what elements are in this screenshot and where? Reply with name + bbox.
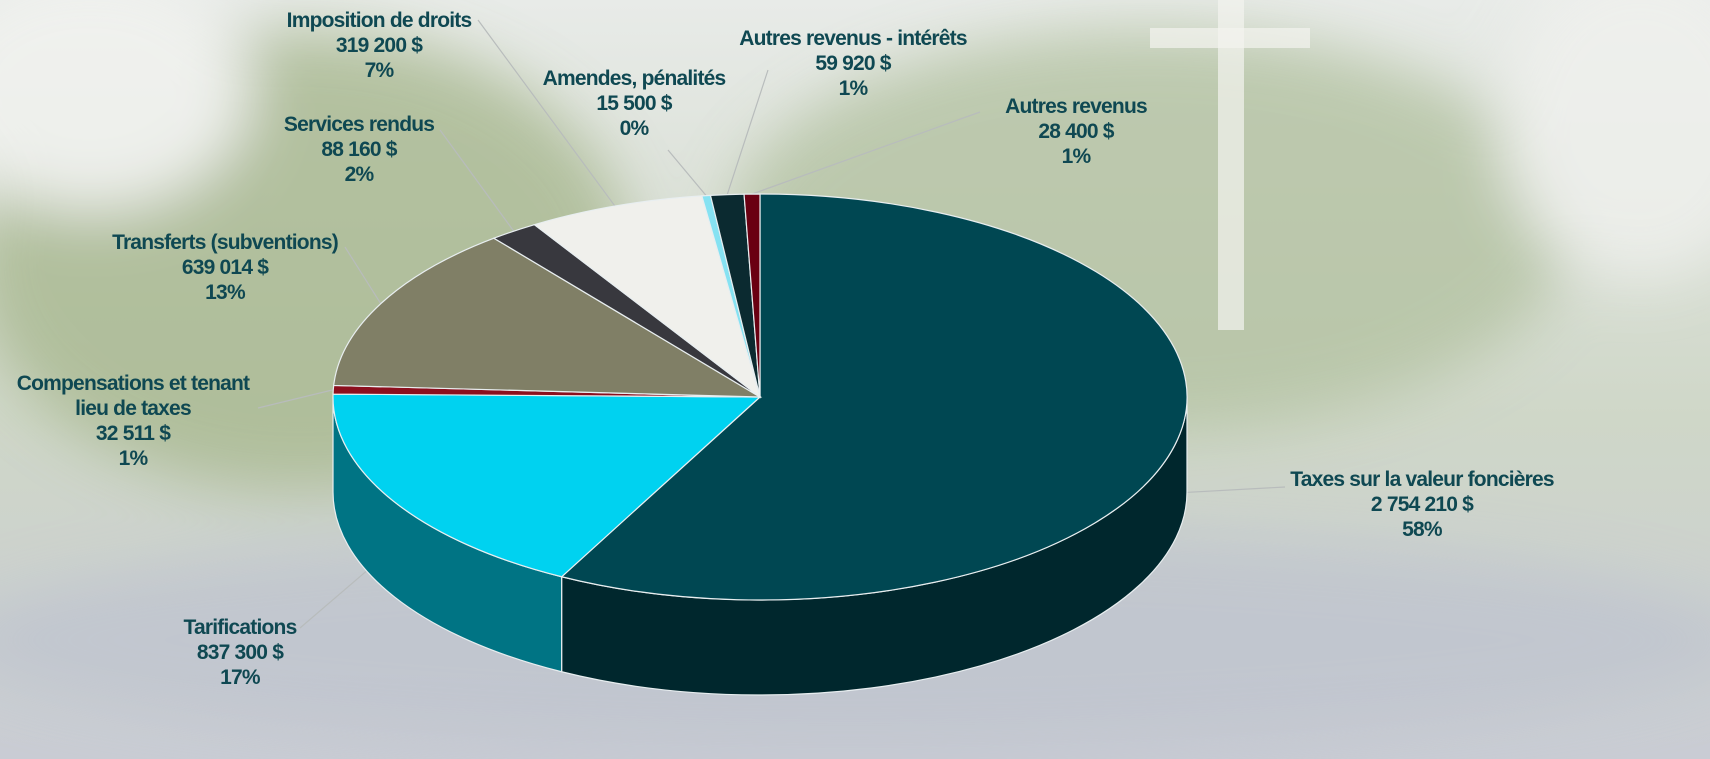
slice [333,237,763,398]
slice-name: Taxes sur la valeur foncières [1290,468,1554,491]
slice-name: Transferts (subventions) [112,231,339,254]
leader-line [344,246,382,305]
slice-percent: 13% [205,281,245,304]
slice-value: 28 400 $ [1038,120,1114,143]
leader-line [751,111,981,195]
slice-name: Autres revenus [1005,95,1148,118]
leader-line [726,69,769,195]
slice-value: 319 200 $ [335,34,423,57]
slice-label: Compensations et tenant lieu de taxes 32 … [0,371,268,471]
slice [533,195,762,399]
slice-label: Imposition de droits 319 200 $7% [287,8,472,83]
pie-tops [332,193,1188,601]
slice [743,193,761,398]
slice-percent: 2% [344,163,375,186]
slice-percent: 0% [619,117,650,140]
slice-value: 639 014 $ [181,256,269,279]
slice-name: Compensations et tenant lieu de taxes [16,372,250,420]
slice-value: 837 300 $ [196,641,284,664]
leader-line [439,129,515,232]
slice-value: 2 754 210 $ [1370,493,1474,516]
slice-label: Amendes, pénalités 15 500 $0% [542,66,727,141]
slice [332,393,762,578]
slice-label: Services rendus 88 160 $2% [283,112,435,187]
slice-name: Services rendus [283,113,435,136]
slice-value: 88 160 $ [321,138,397,161]
slice-label: Autres revenus 28 400 $1% [1005,94,1148,169]
slice-label: Autres revenus - intérêts 59 920 $1% [739,26,967,101]
slice-percent: 1% [838,77,869,100]
slice-label: Taxes sur la valeur foncières 2 754 210 $… [1290,467,1554,542]
slice-name: Tarifications [183,616,298,639]
slice-label: Tarifications 837 300 $17% [183,615,298,690]
slice-name: Autres revenus - intérêts [739,27,967,50]
slice-name: Imposition de droits [286,9,472,32]
slice-value: 32 511 $ [95,422,171,445]
leader-lines [257,19,1286,629]
leader-line [257,389,334,409]
slice-percent: 7% [364,59,395,82]
slice-value: 15 500 $ [596,92,672,115]
slice-value: 59 920 $ [815,52,891,75]
slice-percent: 17% [220,666,260,689]
slice [560,193,1188,601]
slice-label: Transferts (subventions) 639 014 $13% [112,230,339,305]
slice-percent: 1% [118,447,149,470]
slice-name: Amendes, pénalités [542,67,727,90]
leader-line [477,19,616,207]
leader-line [667,149,707,197]
slice-percent: 1% [1061,145,1092,168]
slice-percent: 58% [1402,518,1442,541]
leader-line [1174,486,1286,494]
